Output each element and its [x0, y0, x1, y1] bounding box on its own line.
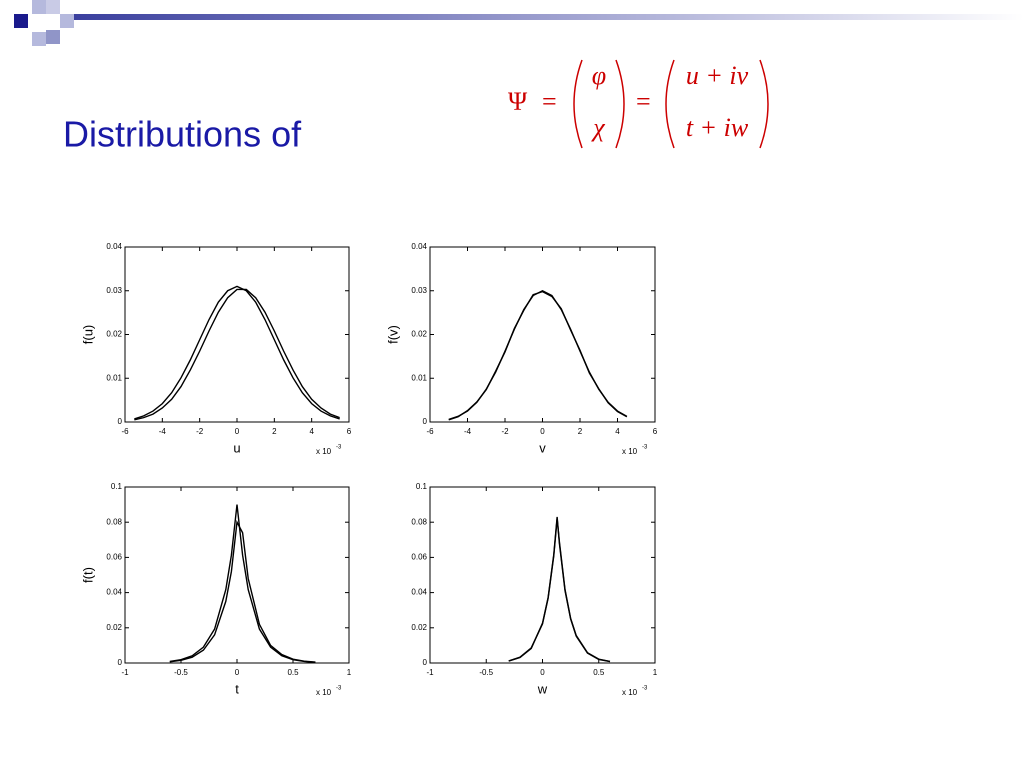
- x-tick-label: -0.5: [479, 668, 493, 677]
- chart: -1 -0.5 0 0.5 1 0 0.02 0.04 0.06 0.08 0.1 t f(t) x 10…: [80, 482, 351, 697]
- x-scale-label: x 10: [622, 447, 638, 456]
- y-tick-label: 0.06: [106, 553, 122, 562]
- eq-top-2: u + iv: [686, 61, 749, 90]
- y-tick-label: 0.01: [106, 373, 122, 382]
- y-tick-label: 0.1: [416, 482, 428, 491]
- y-tick-label: 0.06: [411, 553, 427, 562]
- plot-frame: [124, 486, 350, 664]
- x-scale-exponent: -3: [642, 686, 648, 692]
- x-tick-label: -4: [159, 427, 167, 436]
- y-axis-label: f(v): [385, 325, 400, 344]
- y-axis-label: f(u): [80, 325, 95, 345]
- series-line: [508, 518, 611, 663]
- x-tick-label: 2: [578, 427, 583, 436]
- y-tick-label: 0.08: [411, 517, 427, 526]
- x-tick-label: 1: [347, 668, 352, 677]
- x-tick-label: -0.5: [174, 668, 188, 677]
- y-tick-label: 0.03: [106, 286, 122, 295]
- x-axis-label: w: [537, 681, 548, 696]
- paren: [665, 59, 675, 149]
- y-tick-label: 0: [423, 658, 428, 667]
- x-tick-label: -2: [196, 427, 204, 436]
- series-line: [448, 290, 628, 421]
- x-scale-label: x 10: [316, 447, 332, 456]
- x-axis-label: u: [233, 440, 240, 455]
- y-tick-label: 0.08: [106, 517, 122, 526]
- x-axis-label: v: [539, 440, 546, 455]
- x-scale-label: x 10: [622, 688, 638, 697]
- x-tick-label: 0: [540, 668, 545, 677]
- eq-lhs: Ψ: [508, 87, 528, 116]
- y-tick-label: 0.02: [411, 330, 427, 339]
- series-line: [134, 285, 340, 420]
- x-tick-label: 2: [272, 427, 277, 436]
- series-line: [134, 288, 340, 421]
- chart: -1 -0.5 0 0.5 1 0 0.02 0.04 0.06 0.08 0.1 w x 10 -3: [411, 482, 657, 697]
- paren: [615, 59, 625, 149]
- y-tick-label: 0.04: [106, 242, 122, 251]
- x-tick-label: 0: [235, 668, 240, 677]
- x-axis-label: t: [235, 681, 239, 696]
- y-tick-label: 0: [118, 658, 123, 667]
- y-tick-label: 0.01: [411, 373, 427, 382]
- y-tick-label: 0.02: [106, 623, 122, 632]
- x-tick-label: 1: [653, 668, 658, 677]
- x-tick-label: 4: [615, 427, 620, 436]
- x-tick-label: -1: [426, 668, 434, 677]
- eq-top-1: φ: [592, 61, 606, 90]
- series-line: [169, 519, 316, 663]
- x-tick-label: 0: [235, 427, 240, 436]
- plot-frame: [429, 486, 656, 664]
- x-tick-label: 0.5: [593, 668, 605, 677]
- chart: -6 -4 -2 0 2 4 6 0 0.01 0.02 0.03 0.04 u f(u) x 10 -3: [80, 242, 351, 456]
- paren: [759, 59, 769, 149]
- y-tick-label: 0.02: [106, 330, 122, 339]
- eq-bottom-2: t + iw: [686, 113, 749, 142]
- x-tick-label: 0.5: [287, 668, 299, 677]
- series-line: [169, 504, 316, 663]
- y-tick-label: 0.02: [411, 623, 427, 632]
- equation: Ψ = φ χ = u + iv t + iw: [508, 59, 769, 149]
- y-tick-label: 0.1: [111, 482, 123, 491]
- plot-frame: [429, 246, 656, 423]
- y-tick-label: 0.03: [411, 286, 427, 295]
- x-tick-label: -4: [464, 427, 472, 436]
- x-scale-exponent: -3: [336, 445, 342, 451]
- x-scale-exponent: -3: [336, 686, 342, 692]
- y-tick-label: 0: [423, 417, 428, 426]
- eq-equals: =: [542, 87, 557, 116]
- x-tick-label: -6: [121, 427, 129, 436]
- y-axis-label: f(t): [80, 567, 95, 583]
- paren: [573, 59, 583, 149]
- x-tick-label: 6: [347, 427, 352, 436]
- x-tick-label: 4: [309, 427, 314, 436]
- corner-decoration: [14, 0, 1024, 46]
- x-tick-label: -6: [426, 427, 434, 436]
- y-tick-label: 0.04: [411, 588, 427, 597]
- x-tick-label: 6: [653, 427, 658, 436]
- y-tick-label: 0.04: [106, 588, 122, 597]
- y-tick-label: 0: [118, 417, 123, 426]
- chart: -6 -4 -2 0 2 4 6 0 0.01 0.02 0.03 0.04 v f(v) x 10 -3: [385, 242, 657, 456]
- x-tick-label: -2: [501, 427, 509, 436]
- x-tick-label: -1: [121, 668, 129, 677]
- y-tick-label: 0.04: [411, 242, 427, 251]
- eq-equals: =: [636, 87, 651, 116]
- slide-title: Distributions of: [63, 114, 302, 155]
- x-tick-label: 0: [540, 427, 545, 436]
- plot-frame: [124, 246, 350, 423]
- x-scale-label: x 10: [316, 688, 332, 697]
- eq-bottom-1: χ: [590, 113, 605, 142]
- x-scale-exponent: -3: [642, 445, 648, 451]
